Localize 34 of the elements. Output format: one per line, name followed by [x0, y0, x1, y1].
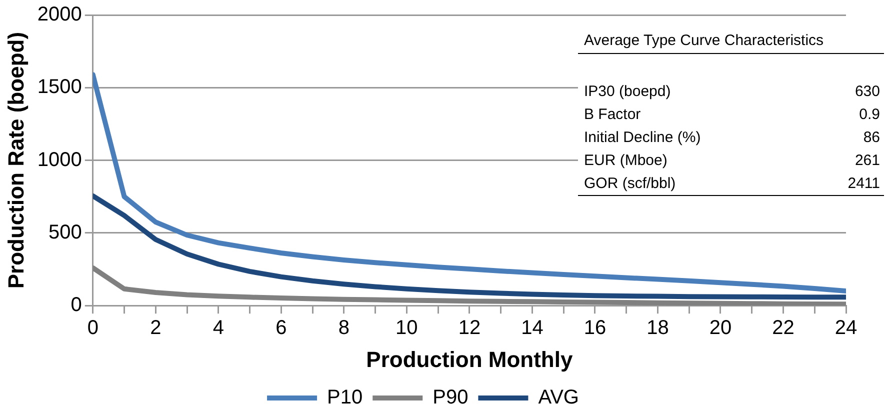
x-tick-label: 8: [338, 317, 350, 340]
annotation: Average Type Curve Characteristics: [578, 28, 884, 54]
legend-label: P10: [327, 386, 363, 409]
y-tick-label: 1500: [37, 76, 82, 98]
x-tick-label: 4: [212, 317, 224, 340]
legend-label: P90: [432, 386, 468, 409]
x-tick-label: 2: [150, 317, 162, 340]
x-tick-label: 16: [584, 317, 606, 340]
x-tick-label: 14: [521, 317, 544, 340]
x-tick-label: 10: [396, 317, 418, 340]
x-tick-label: 22: [772, 317, 794, 340]
x-tick-label: 18: [646, 317, 669, 340]
y-tick-label: 0: [70, 294, 82, 316]
text: 0.9: [859, 106, 880, 123]
legend-label: AVG: [538, 386, 579, 409]
y-tick-label: 2000: [37, 4, 82, 26]
annotation: GOR (scf/bbl): [584, 174, 676, 193]
annotation: IP30 (boepd): [584, 82, 671, 101]
x-axis-title: Production Monthly: [366, 346, 574, 372]
text: 2411: [848, 175, 880, 192]
annotation: EUR (Mboe): [584, 151, 668, 170]
x-tick-label: 6: [276, 317, 287, 340]
annotation: Initial Decline (%): [584, 128, 701, 147]
x-tick-label: 20: [709, 317, 732, 340]
x-tick-label: 12: [458, 317, 481, 340]
y-tick-label: 1000: [37, 148, 82, 171]
y-tick-label: 500: [48, 221, 82, 244]
text: 261: [854, 152, 880, 169]
text: 86: [863, 129, 880, 146]
x-tick-label: 24: [834, 317, 858, 340]
x-tick-label: 0: [87, 317, 98, 340]
annotation: B Factor: [584, 105, 641, 124]
y-axis-title: Production Rate (boepd): [3, 32, 28, 289]
text: 630: [854, 83, 880, 100]
